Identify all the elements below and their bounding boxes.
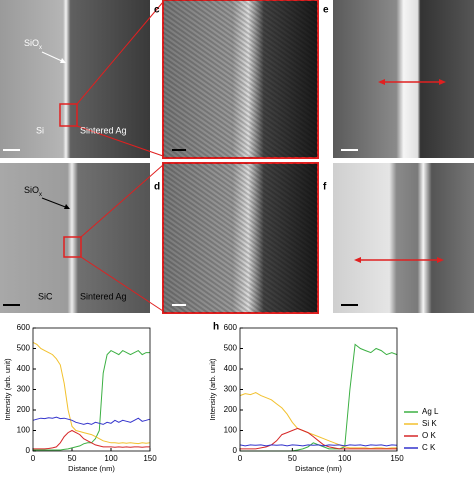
annotation: SiC — [38, 291, 53, 301]
micrograph-f — [333, 163, 474, 313]
arrowhead — [378, 79, 385, 85]
subscript: x — [39, 192, 42, 198]
x-tick-label: 100 — [338, 454, 352, 463]
y-tick-label: 500 — [224, 344, 238, 353]
series-line — [240, 343, 398, 452]
x-axis-label: Distance (nm) — [295, 464, 342, 473]
y-tick-label: 0 — [233, 446, 238, 455]
lattice — [163, 0, 318, 158]
series-line — [33, 429, 150, 450]
y-tick-label: 400 — [17, 364, 31, 373]
y-axis-label: Intensity (arb. unit) — [208, 358, 217, 421]
series-line — [239, 392, 397, 450]
x-axis-label: Distance (nm) — [68, 464, 115, 473]
legend-label: O K — [422, 431, 436, 440]
y-tick-label: 300 — [224, 385, 238, 394]
series-line — [240, 427, 397, 450]
x-tick-label: 0 — [31, 454, 36, 463]
arrow — [41, 197, 69, 209]
zoom-box — [59, 103, 78, 127]
legend-label: Si K — [422, 419, 437, 428]
y-tick-label: 300 — [17, 385, 31, 394]
arrowhead — [437, 257, 444, 263]
x-tick-label: 50 — [68, 454, 77, 463]
arrowhead — [64, 204, 70, 209]
panel-label: f — [323, 182, 327, 193]
zoom-line — [76, 1, 164, 105]
annotation: Si — [36, 125, 44, 135]
arrowhead — [60, 58, 66, 63]
zoom-line — [76, 125, 164, 157]
x-tick-label: 100 — [104, 454, 118, 463]
lattice — [163, 163, 318, 313]
arrowhead — [354, 257, 361, 263]
x-tick-label: 50 — [288, 454, 297, 463]
plot-frame — [32, 327, 151, 452]
panel-label: c — [154, 5, 160, 16]
arrowhead — [439, 79, 446, 85]
micrograph-b — [0, 163, 150, 313]
y-tick-label: 100 — [224, 426, 238, 435]
oxide: SiO — [24, 185, 39, 195]
y-tick-label: 200 — [17, 405, 31, 414]
y-tick-label: 400 — [224, 364, 238, 373]
panel-label: e — [323, 5, 329, 16]
annotation: Sintered Ag — [80, 291, 127, 301]
zoom-box — [63, 236, 82, 258]
series-line — [32, 341, 151, 445]
plot-frame — [239, 327, 398, 452]
y-tick-label: 500 — [17, 344, 31, 353]
y-tick-label: 100 — [17, 426, 31, 435]
y-axis-label: Intensity (arb. unit) — [3, 358, 12, 421]
series-line — [32, 416, 151, 425]
x-tick-label: 0 — [238, 454, 243, 463]
zoom-line — [80, 164, 164, 238]
x-tick-label: 150 — [143, 454, 157, 463]
annotation: SiOx — [24, 38, 42, 50]
y-tick-label: 200 — [224, 405, 238, 414]
subscript: x — [39, 45, 42, 51]
series-line — [239, 444, 398, 447]
annotation: Sintered Ag — [80, 125, 127, 135]
panel-label: h — [213, 322, 219, 333]
arrow — [41, 51, 65, 63]
annotation: SiOx — [24, 185, 42, 197]
zoom-line — [80, 256, 164, 312]
y-tick-label: 0 — [26, 446, 31, 455]
y-tick-label: 600 — [17, 323, 31, 332]
legend-label: C K — [422, 443, 436, 452]
oxide: SiO — [24, 38, 39, 48]
y-tick-label: 600 — [224, 323, 238, 332]
legend-label: Ag L — [422, 407, 439, 416]
x-tick-label: 150 — [390, 454, 404, 463]
micrograph-a — [0, 0, 150, 158]
micrograph-e — [333, 0, 474, 158]
panel-label: d — [154, 182, 160, 193]
